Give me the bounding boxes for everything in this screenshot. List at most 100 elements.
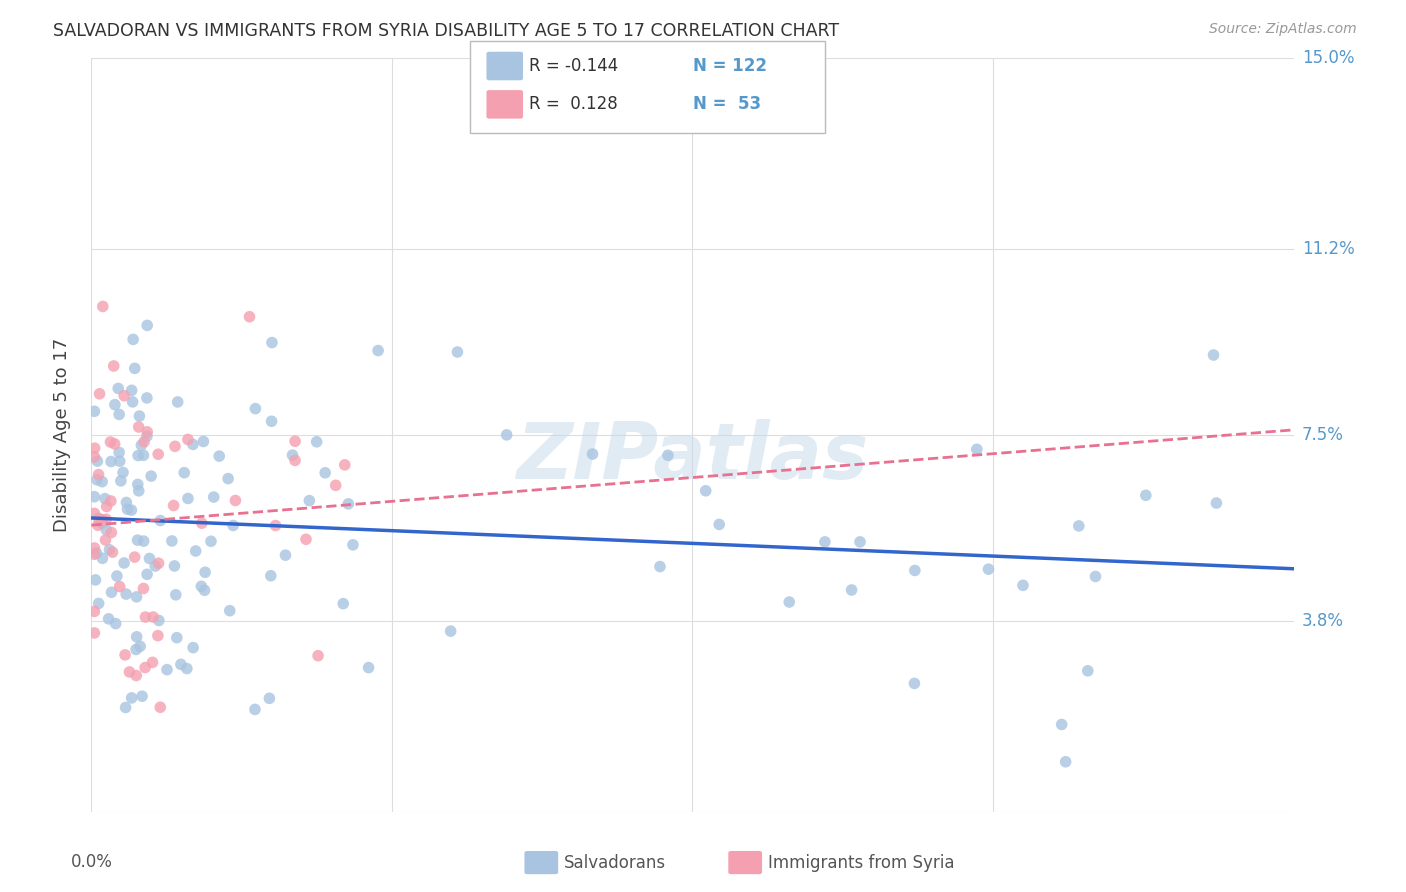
Point — [648, 559, 671, 574]
Point — [86, 454, 108, 468]
Point — [1202, 348, 1225, 362]
Point — [260, 335, 283, 350]
Point — [284, 453, 307, 467]
Point — [96, 500, 118, 514]
Point — [165, 588, 187, 602]
Point — [162, 499, 184, 513]
Point — [108, 408, 131, 422]
Point — [114, 700, 136, 714]
Point — [86, 546, 108, 560]
Point — [143, 559, 166, 574]
Point — [173, 466, 195, 480]
Point — [112, 389, 135, 403]
Point — [91, 516, 114, 531]
Point — [193, 434, 215, 449]
Point — [136, 425, 159, 439]
Point — [89, 386, 111, 401]
Point — [112, 556, 135, 570]
Point — [238, 310, 260, 324]
Text: SALVADORAN VS IMMIGRANTS FROM SYRIA DISABILITY AGE 5 TO 17 CORRELATION CHART: SALVADORAN VS IMMIGRANTS FROM SYRIA DISA… — [53, 22, 839, 40]
Point — [100, 525, 122, 540]
Point — [260, 568, 283, 582]
Point — [114, 648, 136, 662]
Point — [709, 517, 731, 532]
Point — [581, 447, 603, 461]
Point — [160, 533, 183, 548]
Point — [166, 631, 188, 645]
Point — [181, 437, 204, 451]
Point — [83, 626, 105, 640]
Point — [111, 466, 134, 480]
Point — [177, 433, 200, 447]
Point — [156, 663, 179, 677]
Point — [125, 590, 148, 604]
Point — [104, 616, 127, 631]
Point — [121, 384, 143, 398]
Point — [695, 483, 717, 498]
Point — [325, 478, 347, 492]
Point — [91, 300, 114, 314]
Point — [132, 448, 155, 462]
Point — [224, 493, 246, 508]
Point — [217, 472, 239, 486]
Point — [446, 345, 468, 359]
Point — [966, 442, 988, 457]
Point — [115, 495, 138, 509]
Point — [218, 604, 240, 618]
Point — [83, 441, 105, 455]
Text: N = 122: N = 122 — [693, 57, 768, 75]
Text: 15.0%: 15.0% — [1302, 49, 1354, 67]
Point — [91, 513, 114, 527]
Point — [83, 507, 105, 521]
Point — [357, 660, 380, 674]
Point — [342, 538, 364, 552]
Point — [163, 439, 186, 453]
Point — [181, 640, 204, 655]
Point — [108, 580, 131, 594]
Point — [132, 534, 155, 549]
Point — [1135, 488, 1157, 502]
Point — [118, 665, 141, 679]
Point — [132, 582, 155, 596]
Point — [105, 569, 128, 583]
Point — [125, 630, 148, 644]
Point — [440, 624, 463, 639]
Point — [83, 604, 105, 618]
Point — [904, 564, 927, 578]
Point — [142, 610, 165, 624]
Point — [132, 434, 155, 449]
Point — [138, 551, 160, 566]
Text: R = -0.144: R = -0.144 — [529, 57, 617, 75]
Point — [131, 690, 153, 704]
Point — [149, 700, 172, 714]
Point — [127, 477, 149, 491]
Text: 0.0%: 0.0% — [70, 853, 112, 871]
Point — [128, 420, 150, 434]
Point — [107, 381, 129, 395]
Text: 11.2%: 11.2% — [1302, 240, 1354, 258]
Text: N =  53: N = 53 — [693, 95, 761, 113]
Point — [120, 503, 142, 517]
Point — [91, 551, 114, 566]
Point — [903, 676, 925, 690]
Point — [163, 558, 186, 573]
Point — [87, 518, 110, 533]
Point — [83, 450, 105, 464]
Point — [814, 534, 837, 549]
Point — [139, 469, 162, 483]
Point — [1205, 496, 1227, 510]
Point — [100, 494, 122, 508]
Point — [104, 437, 127, 451]
Point — [135, 391, 157, 405]
Point — [177, 491, 200, 506]
Point — [128, 483, 150, 498]
Point — [124, 361, 146, 376]
Point — [193, 583, 215, 598]
Point — [146, 629, 169, 643]
Point — [141, 656, 163, 670]
Point — [1067, 519, 1090, 533]
Point — [136, 429, 159, 443]
Point — [849, 534, 872, 549]
Point — [117, 502, 139, 516]
Point — [1050, 717, 1073, 731]
